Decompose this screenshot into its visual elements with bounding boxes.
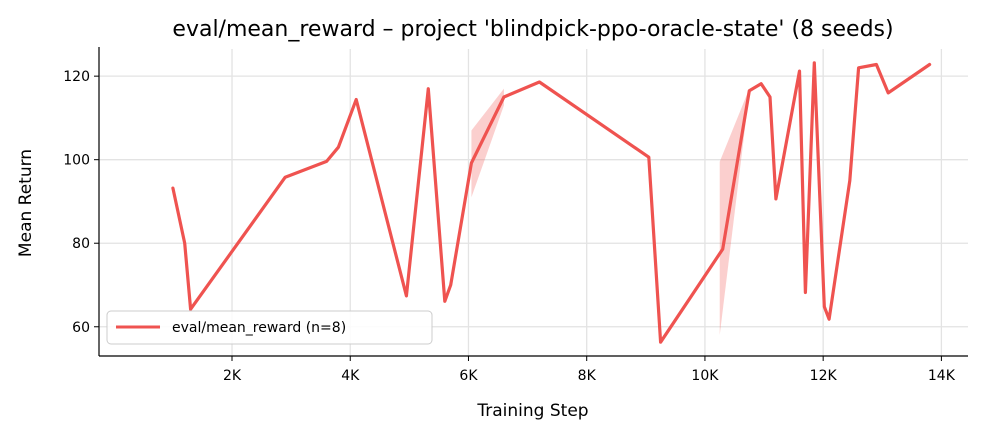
x-tick-label: 12K bbox=[810, 368, 838, 384]
confidence-bands bbox=[471, 88, 750, 336]
x-tick-label: 6K bbox=[459, 368, 478, 384]
x-tick-label: 2K bbox=[223, 368, 242, 384]
gridlines bbox=[99, 49, 968, 356]
x-axis-label: Training Step bbox=[476, 401, 588, 421]
chart-title: eval/mean_reward – project 'blindpick-pp… bbox=[172, 17, 893, 42]
y-tick-label: 120 bbox=[63, 69, 90, 85]
axes bbox=[98, 47, 968, 357]
x-tick-label: 8K bbox=[578, 368, 597, 384]
x-tick-label: 14K bbox=[928, 368, 956, 384]
series-line bbox=[171, 61, 932, 344]
x-tick-label: 10K bbox=[691, 368, 719, 384]
confidence-band bbox=[719, 88, 750, 336]
y-axis-label: Mean Return bbox=[16, 149, 36, 257]
y-axis-ticks: 60 80 100 120 bbox=[63, 69, 99, 336]
y-tick-label: 100 bbox=[63, 153, 90, 169]
legend-label: eval/mean_reward (n=8) bbox=[172, 320, 346, 336]
y-tick-label: 60 bbox=[72, 320, 90, 336]
legend: eval/mean_reward (n=8) bbox=[106, 310, 433, 345]
series-lines bbox=[171, 61, 932, 344]
legend-box bbox=[106, 310, 433, 345]
x-axis-ticks: 2K 4K 6K 8K 10K 12K 14K bbox=[223, 356, 956, 384]
y-tick-label: 80 bbox=[72, 236, 90, 252]
x-tick-label: 4K bbox=[341, 368, 360, 384]
